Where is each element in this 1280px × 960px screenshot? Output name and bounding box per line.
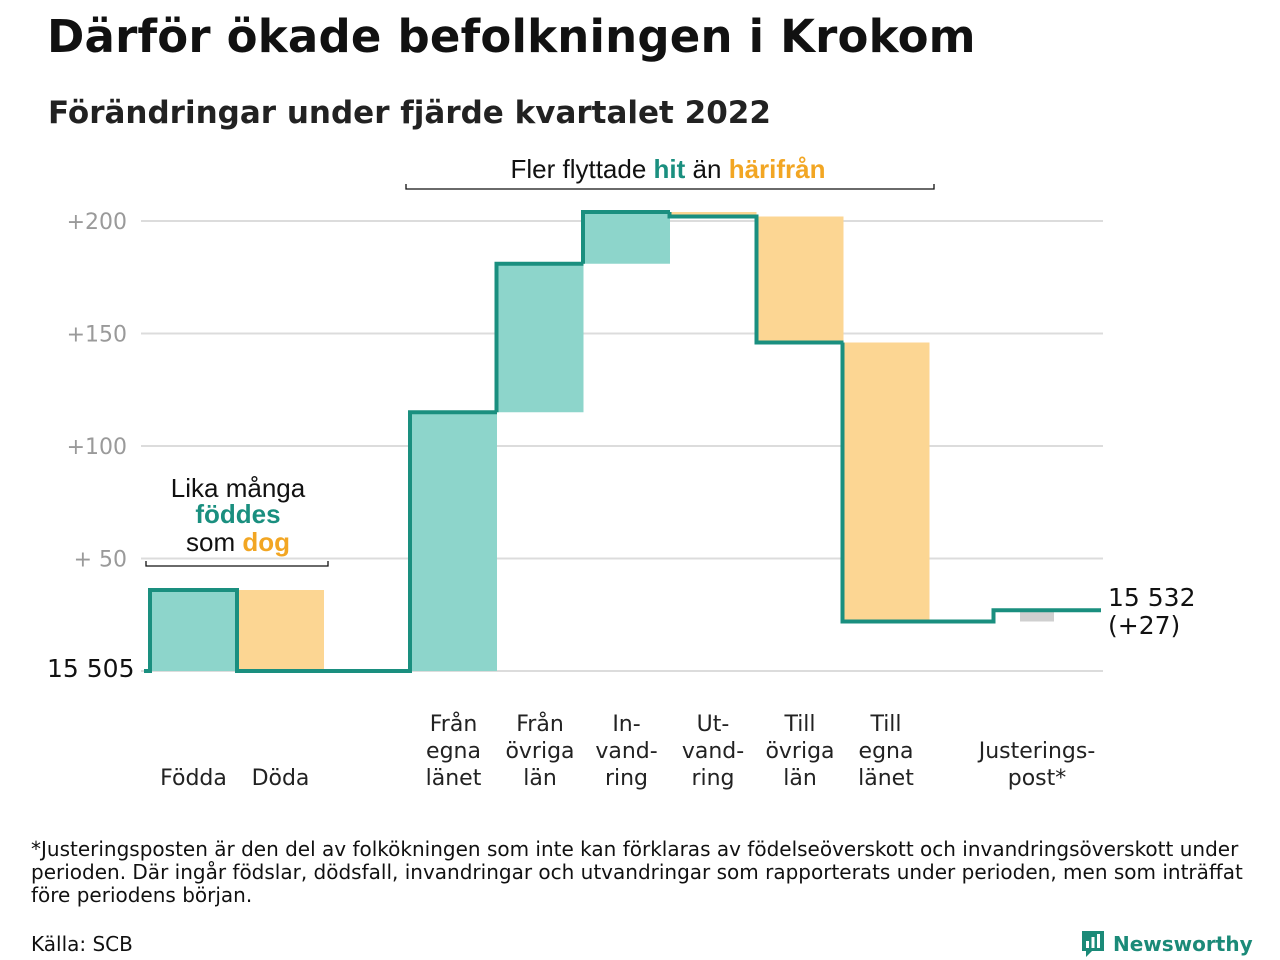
source-label: Källa: SCB	[31, 932, 133, 956]
footnote: *Justeringsposten är den del av folkökni…	[31, 837, 1243, 907]
migration-bracket	[405, 184, 935, 190]
migration-hit-word: hit	[654, 154, 686, 184]
category-labels: Födda DödaFrånegnalänetFrånövrigalänIn-va…	[160, 711, 1095, 791]
category-label: övriga	[765, 739, 834, 764]
category-label: Justerings-	[977, 739, 1096, 764]
migration-annotation: Fler flyttade hit än härifrån	[405, 154, 935, 190]
category-label: vand-	[595, 739, 657, 764]
chart-title: Därför ökade befolkningen i Krokom	[47, 10, 976, 63]
category-label: övriga	[505, 739, 574, 764]
migration-harifran-word: härifrån	[729, 154, 826, 184]
category-label: län	[783, 766, 817, 791]
y-tick-label: + 50	[74, 548, 127, 573]
cumulative-step-line	[144, 210, 1101, 673]
waterfall-bars	[150, 212, 1054, 671]
end-change-label: (+27)	[1108, 611, 1180, 640]
category-label: Från	[516, 711, 564, 737]
category-label: Till	[869, 712, 901, 737]
start-value-label: 15 505	[47, 654, 134, 683]
category-label: länet	[426, 766, 482, 791]
newsworthy-logo-icon	[1082, 931, 1104, 957]
category-label: vand-	[682, 739, 744, 764]
category-label: ring	[691, 766, 734, 791]
bar-out	[756, 216, 844, 343]
bar-in	[583, 212, 670, 264]
bar-out	[669, 212, 757, 217]
category-label: län	[523, 766, 557, 791]
y-axis-ticks: +200 +150 +100 + 50	[67, 210, 127, 573]
y-tick-label: +150	[67, 323, 127, 348]
cumulative-line	[144, 210, 1101, 673]
births-bracket	[145, 561, 329, 567]
category-label: post*	[1008, 766, 1067, 791]
bar-out	[237, 590, 324, 671]
category-label: egna	[859, 739, 914, 764]
waterfall-chart: +200+150+100+ 50 Födda DödaFrånegnalänetF…	[47, 154, 1195, 791]
migration-text-before: Fler flyttade	[510, 154, 653, 184]
end-value-label: 15 532	[1108, 583, 1195, 612]
brand-logo: Newsworthy	[1080, 929, 1253, 959]
migration-text-middle: än	[685, 154, 728, 184]
bar-in	[410, 412, 497, 671]
category-label: Döda	[252, 766, 310, 791]
y-tick-label: +100	[67, 435, 127, 460]
category-label: Till	[783, 712, 815, 737]
category-label: ring	[605, 766, 648, 791]
bar-in	[150, 590, 237, 671]
bar-out	[842, 342, 930, 622]
births-annotation-line1: Lika många	[171, 473, 306, 503]
category-label: In-	[612, 712, 640, 737]
bar-in	[496, 263, 584, 413]
category-label: egna	[426, 739, 481, 764]
births-annotation-fodd: föddes	[195, 499, 280, 529]
births-annotation: Lika många föddes som dog	[145, 473, 329, 567]
category-label: Från	[430, 711, 478, 737]
bar-adjust	[1020, 610, 1054, 622]
chart-subtitle: Förändringar under fjärde kvartalet 2022	[48, 95, 771, 131]
y-tick-label: +200	[67, 210, 127, 235]
category-label: Ut-	[697, 712, 730, 737]
births-annotation-som: som	[186, 527, 242, 557]
births-annotation-dog: dog	[242, 527, 290, 557]
category-label: länet	[858, 766, 914, 791]
brand-name: Newsworthy	[1113, 932, 1253, 956]
category-label: Födda	[160, 766, 227, 791]
migration-annotation-text: Fler flyttade hit än härifrån	[510, 154, 825, 184]
births-annotation-line3: som dog	[186, 527, 290, 557]
